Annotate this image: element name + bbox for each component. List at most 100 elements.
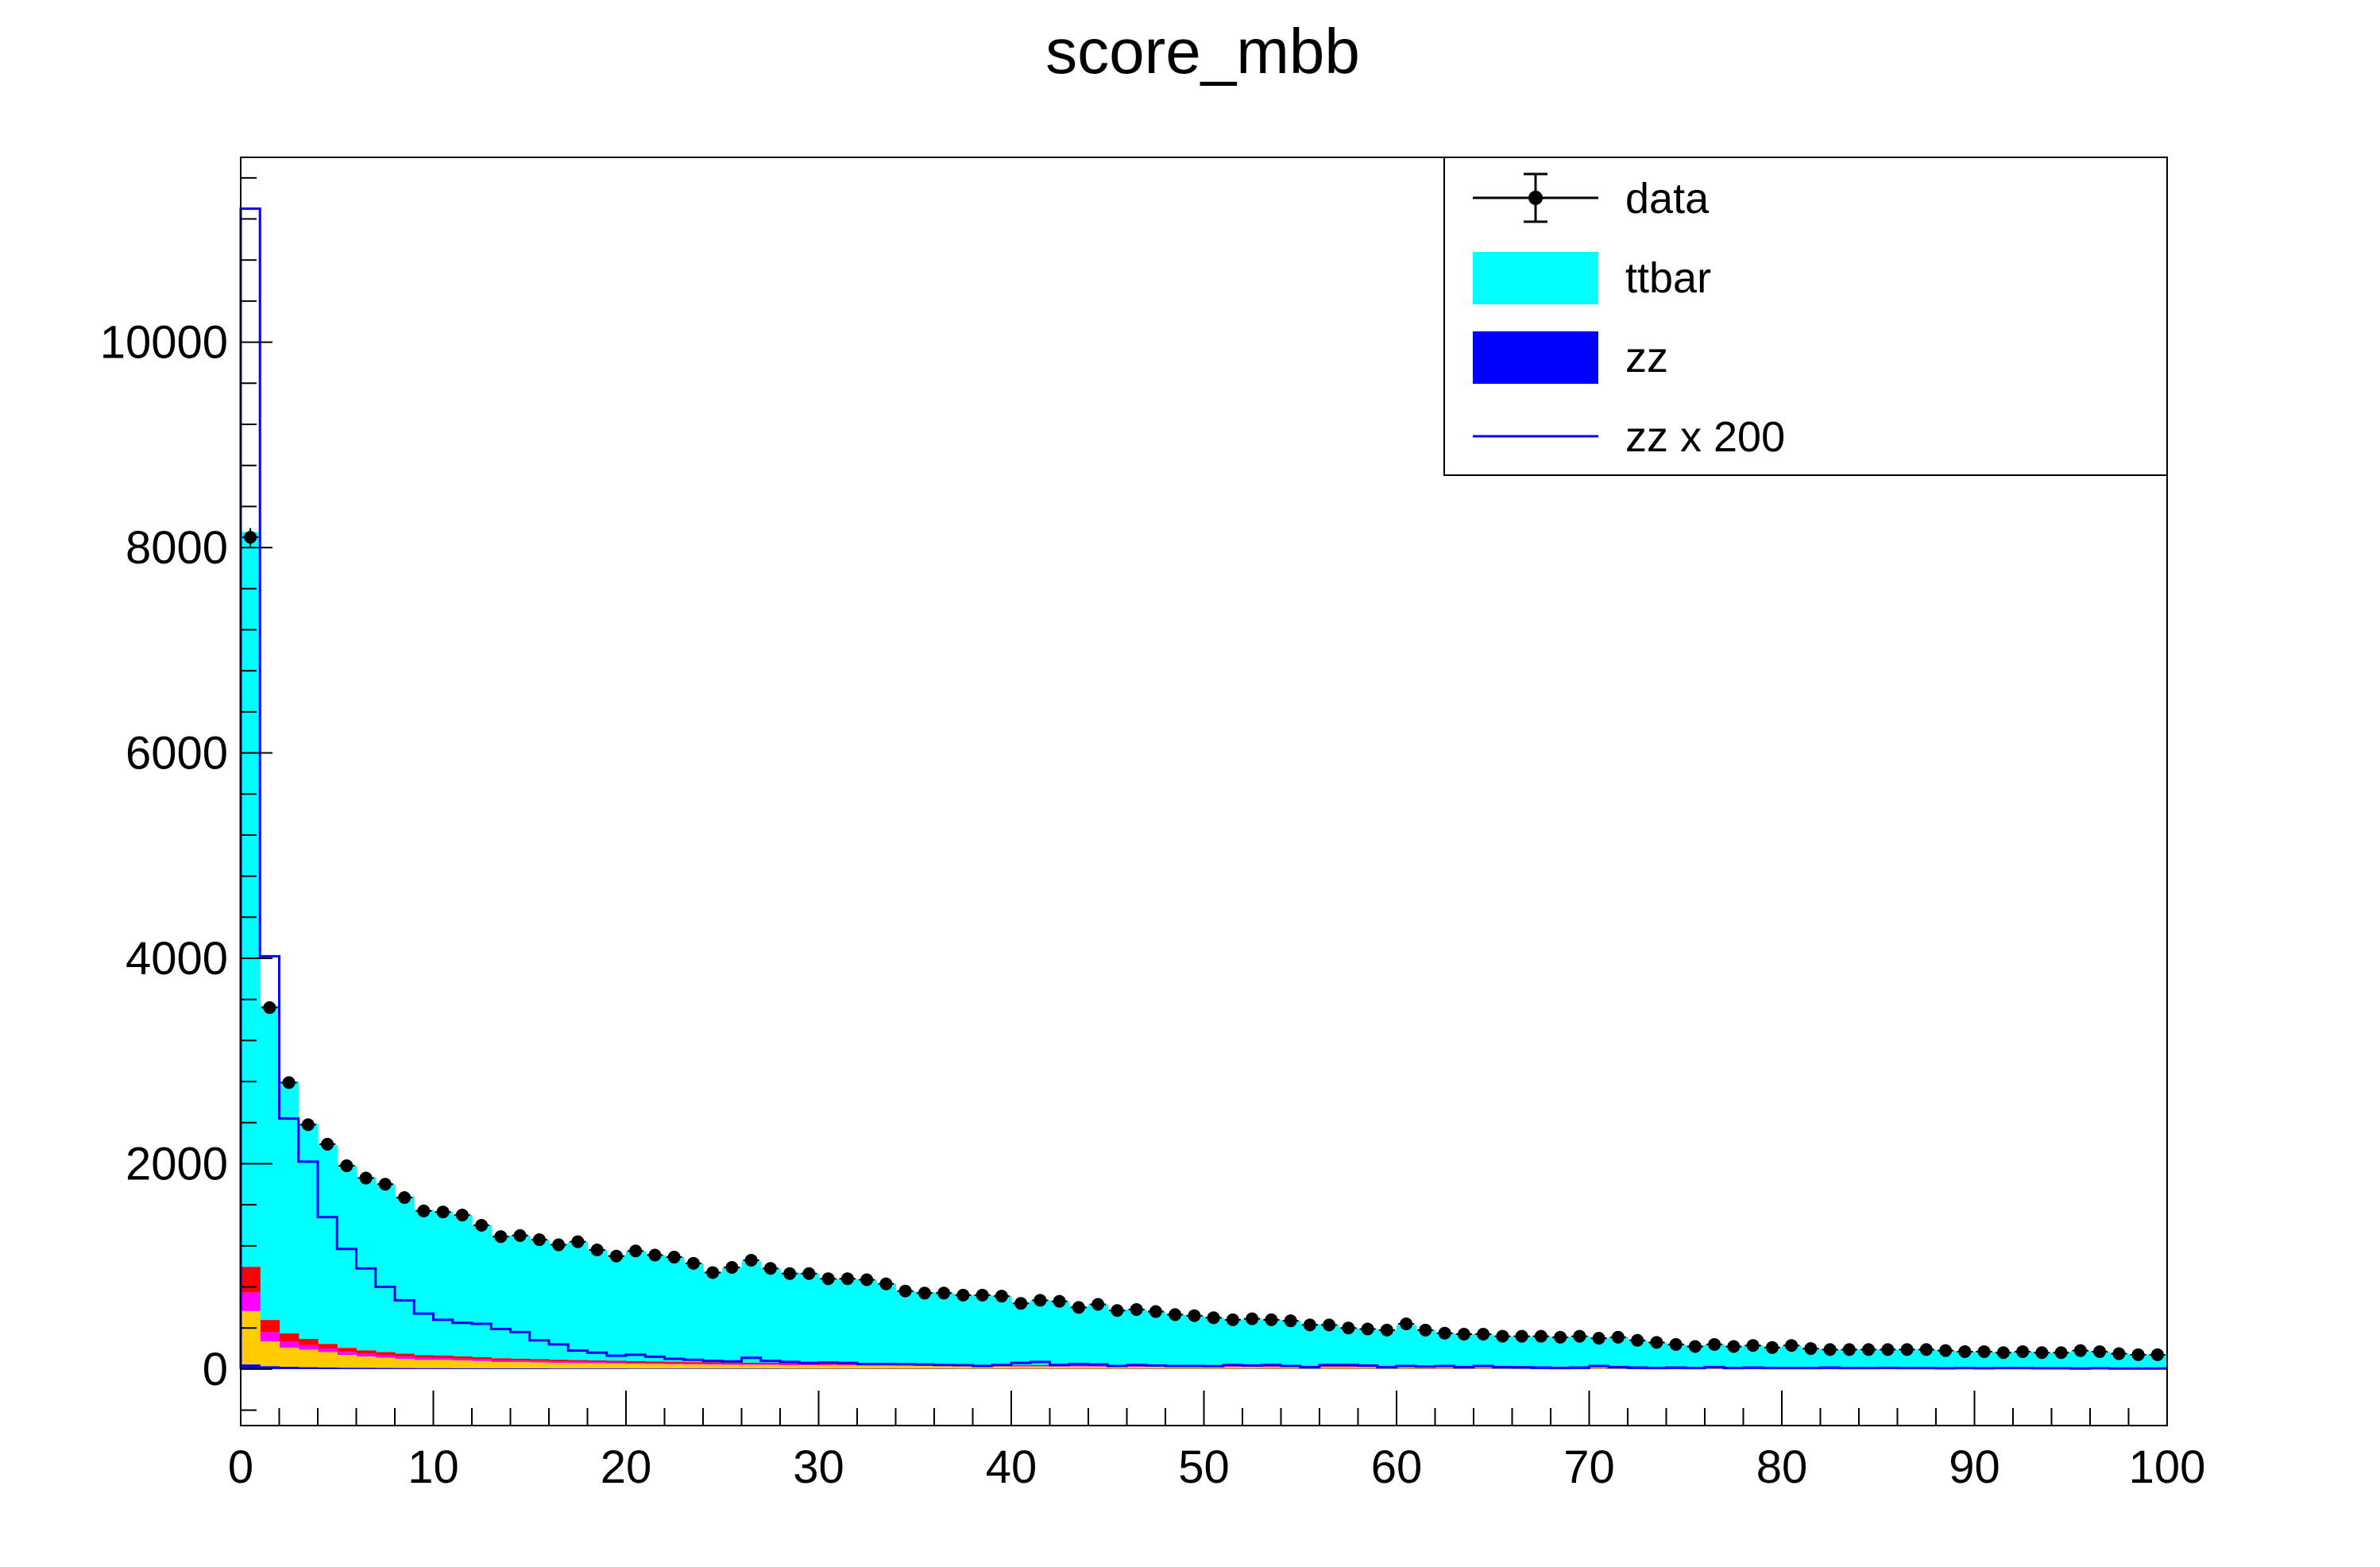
data-point	[937, 1286, 951, 1300]
bar-orange	[472, 1360, 492, 1368]
y-tick-label: 10000	[100, 317, 228, 369]
data-point	[1477, 1327, 1490, 1341]
bar-ttbar	[491, 1235, 512, 1359]
bar-red	[645, 1361, 666, 1364]
data-point	[860, 1273, 874, 1286]
bar-red	[529, 1359, 550, 1361]
y-tick-label: 8000	[126, 522, 228, 574]
bar-ttbar	[1916, 1349, 1937, 1368]
x-tick-label: 0	[228, 1441, 253, 1493]
bar-orange	[452, 1360, 473, 1368]
bar-magenta	[1011, 1365, 1031, 1367]
bar-orange	[760, 1364, 781, 1369]
bar-orange	[934, 1366, 954, 1369]
data-point	[2035, 1346, 2049, 1360]
bar-red	[626, 1360, 646, 1363]
bar-red	[1068, 1365, 1089, 1367]
stack-ttbar	[241, 532, 2168, 1368]
y-tick-label: 6000	[126, 728, 228, 780]
bar-ttbar	[991, 1296, 1012, 1365]
bar-ttbar	[375, 1184, 396, 1352]
bar-red	[375, 1352, 396, 1356]
bar-red	[549, 1360, 569, 1362]
bar-orange	[1146, 1367, 1166, 1369]
data-point	[378, 1178, 392, 1191]
bar-zz	[799, 1368, 820, 1369]
data-point	[1881, 1343, 1895, 1356]
x-tick-label: 90	[1949, 1441, 2000, 1493]
bar-zz	[337, 1368, 357, 1369]
data-point	[455, 1209, 469, 1222]
bar-ttbar	[703, 1271, 723, 1363]
bar-magenta	[760, 1364, 781, 1365]
bar-ttbar	[1223, 1319, 1243, 1366]
data-point	[706, 1266, 720, 1279]
bar-red	[1011, 1364, 1031, 1366]
data-point	[609, 1249, 623, 1263]
bar-magenta	[1242, 1366, 1262, 1368]
data-point	[301, 1118, 315, 1132]
data-point	[995, 1290, 1008, 1303]
data-point	[1631, 1333, 1644, 1347]
bar-zz	[741, 1368, 762, 1369]
bar-orange	[1184, 1367, 1205, 1369]
bar-magenta	[876, 1364, 897, 1366]
bar-magenta	[279, 1341, 299, 1348]
bar-ttbar	[241, 532, 261, 1267]
bar-zz	[491, 1368, 512, 1369]
data-point	[1746, 1339, 1760, 1352]
bar-magenta	[298, 1345, 319, 1350]
bar-magenta	[857, 1364, 877, 1366]
bar-zz	[568, 1368, 589, 1369]
bar-magenta	[472, 1359, 492, 1361]
bar-magenta	[395, 1356, 415, 1359]
data-point	[1419, 1323, 1432, 1337]
data-point	[1034, 1294, 1047, 1307]
bar-ttbar	[298, 1124, 319, 1340]
bar-red	[606, 1360, 627, 1363]
bar-ttbar	[953, 1294, 974, 1365]
bar-magenta	[529, 1360, 550, 1363]
bar-ttbar	[972, 1294, 993, 1365]
bar-orange	[433, 1360, 454, 1368]
bar-orange	[703, 1364, 723, 1369]
bar-ttbar	[914, 1292, 935, 1364]
bar-ttbar	[895, 1290, 916, 1364]
bar-orange	[1435, 1367, 1455, 1369]
bar-ttbar	[1011, 1302, 1031, 1365]
data-point	[2093, 1345, 2107, 1358]
bar-magenta	[895, 1364, 916, 1366]
data-point	[1958, 1345, 1972, 1358]
bar-orange	[914, 1365, 935, 1369]
bar-orange	[857, 1365, 877, 1369]
bar-orange	[260, 1341, 280, 1367]
data-point	[686, 1256, 700, 1270]
bar-ttbar	[876, 1283, 897, 1364]
bar-zz	[722, 1368, 743, 1369]
chart-title: score_mbb	[1045, 16, 1360, 87]
y-tick-label: 2000	[126, 1138, 228, 1190]
data-point	[1592, 1332, 1605, 1345]
bar-orange	[953, 1366, 974, 1369]
data-point	[879, 1277, 893, 1290]
bar-orange	[780, 1365, 800, 1369]
legend-box	[1443, 157, 2168, 476]
legend-data-marker	[1473, 172, 1598, 223]
bar-red	[298, 1339, 319, 1345]
bar-ttbar	[664, 1257, 685, 1362]
data-point	[2054, 1346, 2068, 1360]
bar-orange	[1339, 1367, 1359, 1369]
bar-zz	[356, 1368, 377, 1369]
bar-zz	[395, 1368, 415, 1369]
bar-magenta	[1068, 1366, 1089, 1367]
bar-zz	[760, 1368, 781, 1369]
bar-magenta	[375, 1355, 396, 1358]
bar-orange	[549, 1363, 569, 1369]
data-point	[1785, 1339, 1799, 1352]
bar-magenta	[414, 1357, 435, 1360]
bar-red	[1339, 1366, 1359, 1367]
bar-orange	[298, 1349, 319, 1368]
bar-zz	[587, 1368, 608, 1369]
bar-red	[1319, 1366, 1339, 1367]
